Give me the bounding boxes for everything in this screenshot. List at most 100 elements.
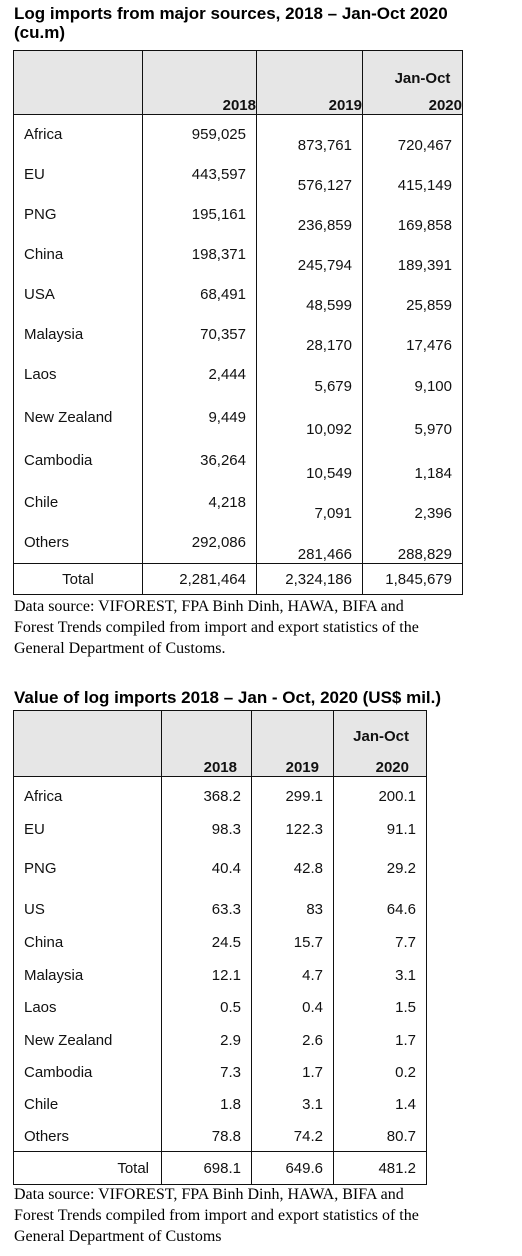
table-row: Africa 368.2 299.1 200.1 <box>13 776 427 811</box>
country-cell: China <box>13 924 162 957</box>
country-cell: PNG <box>13 194 143 235</box>
value-2019: 74.2 <box>251 1118 334 1152</box>
value-2020: 1.4 <box>333 1086 427 1119</box>
value-2019: 281,466 <box>256 522 363 564</box>
value-2020: 64.6 <box>333 883 427 925</box>
value-2018: 443,597 <box>142 154 257 195</box>
value-2018: 63.3 <box>161 883 252 925</box>
value-2020: 415,149 <box>362 154 463 195</box>
source-line: Data source: VIFOREST, FPA Binh Dinh, HA… <box>14 598 404 615</box>
value-2018: 24.5 <box>161 924 252 957</box>
value-2019: 1.7 <box>251 1054 334 1087</box>
value-2020: 189,391 <box>362 234 463 275</box>
table-row: Others 292,086 281,466 288,829 <box>13 522 463 564</box>
source-line: Forest Trends compiled from import and e… <box>14 619 419 636</box>
value-2018: 368.2 <box>161 776 252 811</box>
value-2018: 70,357 <box>142 314 257 355</box>
value-2020: 1.7 <box>333 1021 427 1055</box>
country-cell: Laos <box>13 354 143 396</box>
value-2018: 9,449 <box>142 395 257 440</box>
table1-source-note: Data source: VIFOREST, FPA Binh Dinh, HA… <box>14 596 514 659</box>
country-cell: Africa <box>13 114 143 155</box>
value-2020: 0.2 <box>333 1054 427 1087</box>
value-2019: 3.1 <box>251 1086 334 1119</box>
value-2019: 576,127 <box>256 154 363 195</box>
table-row: Others 78.8 74.2 80.7 <box>13 1118 427 1152</box>
value-2018: 292,086 <box>142 522 257 564</box>
value-2020: 1,184 <box>362 439 463 483</box>
value-2020: 1.5 <box>333 989 427 1022</box>
country-cell: Laos <box>13 989 162 1022</box>
table-row: Chile 4,218 7,091 2,396 <box>13 482 463 523</box>
table-row: Cambodia 7.3 1.7 0.2 <box>13 1054 427 1087</box>
value-2018: 7.3 <box>161 1054 252 1087</box>
table-row: Malaysia 70,357 28,170 17,476 <box>13 314 463 355</box>
value-2018: 12.1 <box>161 956 252 990</box>
value-2020: 29.2 <box>333 843 427 884</box>
table-row: Chile 1.8 3.1 1.4 <box>13 1086 427 1119</box>
country-cell: Chile <box>13 482 143 523</box>
country-cell: PNG <box>13 843 162 884</box>
total-2020: 1,845,679 <box>362 563 463 595</box>
value-2019: 83 <box>251 883 334 925</box>
value-2019: 42.8 <box>251 843 334 884</box>
table-row: PNG 40.4 42.8 29.2 <box>13 843 427 884</box>
value-2020: 25,859 <box>362 274 463 315</box>
table-row: USA 68,491 48,599 25,859 <box>13 274 463 315</box>
value-2020: 91.1 <box>333 810 427 844</box>
source-line: Forest Trends compiled from import and e… <box>14 1207 419 1224</box>
source-line: General Department of Customs <box>14 1228 222 1245</box>
table-row: Cambodia 36,264 10,549 1,184 <box>13 439 463 483</box>
value-2019: 0.4 <box>251 989 334 1022</box>
total-label: Total <box>13 563 143 595</box>
value-2020: 720,467 <box>362 114 463 155</box>
total-2019: 2,324,186 <box>256 563 363 595</box>
header-2019: 2019 <box>251 710 334 777</box>
value-2020: 2,396 <box>362 482 463 523</box>
value-2019: 245,794 <box>256 234 363 275</box>
table-row: EU 443,597 576,127 415,149 <box>13 154 463 195</box>
value-2018: 36,264 <box>142 439 257 483</box>
table-row: China 24.5 15.7 7.7 <box>13 924 427 957</box>
country-cell: Chile <box>13 1086 162 1119</box>
table2-body: Africa 368.2 299.1 200.1 EU 98.3 122.3 9… <box>13 776 427 1185</box>
value-2018: 1.8 <box>161 1086 252 1119</box>
header-2019: 2019 <box>256 50 363 115</box>
country-cell: China <box>13 234 143 275</box>
table-row: Africa 959,025 873,761 720,467 <box>13 114 463 155</box>
value-2018: 40.4 <box>161 843 252 884</box>
total-label: Total <box>13 1151 162 1185</box>
value-2019: 10,549 <box>256 439 363 483</box>
value-2019: 236,859 <box>256 194 363 235</box>
value-2018: 0.5 <box>161 989 252 1022</box>
value-2018: 2.9 <box>161 1021 252 1055</box>
value-2019: 4.7 <box>251 956 334 990</box>
header-country <box>13 710 162 777</box>
table-row: EU 98.3 122.3 91.1 <box>13 810 427 844</box>
country-cell: EU <box>13 154 143 195</box>
country-cell: Others <box>13 522 143 564</box>
table-row: New Zealand 9,449 10,092 5,970 <box>13 395 463 440</box>
value-2020: 17,476 <box>362 314 463 355</box>
header-2018: 2018 <box>142 50 257 115</box>
total-2020: 481.2 <box>333 1151 427 1185</box>
value-2019: 48,599 <box>256 274 363 315</box>
total-2019: 649.6 <box>251 1151 334 1185</box>
country-cell: Malaysia <box>13 956 162 990</box>
value-2020: 7.7 <box>333 924 427 957</box>
value-2020: 200.1 <box>333 776 427 811</box>
table2-source-note: Data source: VIFOREST, FPA Binh Dinh, HA… <box>14 1184 514 1247</box>
value-2018: 198,371 <box>142 234 257 275</box>
table-row: US 63.3 83 64.6 <box>13 883 427 925</box>
total-row: Total 2,281,464 2,324,186 1,845,679 <box>13 563 463 595</box>
log-value-table: 2018 2019 Jan-Oct 2020 Africa 368.2 299.1… <box>13 710 427 1185</box>
value-2019: 10,092 <box>256 395 363 440</box>
value-2019: 873,761 <box>256 114 363 155</box>
value-2019: 7,091 <box>256 482 363 523</box>
total-row: Total 698.1 649.6 481.2 <box>13 1151 427 1185</box>
value-2020: 169,858 <box>362 194 463 235</box>
header-jan-oct-2020: Jan-Oct 2020 <box>333 710 427 777</box>
value-2020: 3.1 <box>333 956 427 990</box>
value-2019: 28,170 <box>256 314 363 355</box>
table-row: Malaysia 12.1 4.7 3.1 <box>13 956 427 990</box>
